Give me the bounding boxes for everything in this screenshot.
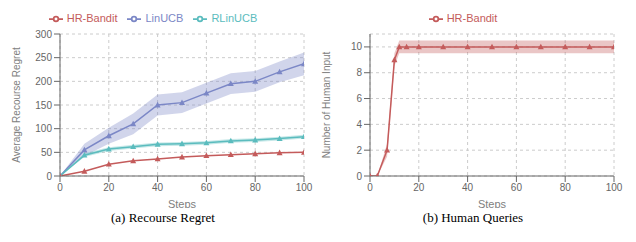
svg-text:300: 300 bbox=[35, 29, 52, 40]
html-text:HR-Bandit: HR-Bandit bbox=[66, 12, 118, 24]
svg-text:150: 150 bbox=[35, 100, 52, 111]
svg-text:20: 20 bbox=[413, 182, 425, 193]
svg-text:50: 50 bbox=[41, 147, 53, 158]
html-text:RLinUCB: RLinUCB bbox=[211, 12, 258, 24]
svg-text:100: 100 bbox=[35, 123, 52, 134]
svg-text:2: 2 bbox=[356, 145, 362, 156]
svg-text:40: 40 bbox=[462, 182, 474, 193]
svg-text:Number of Human Input: Number of Human Input bbox=[321, 51, 332, 158]
svg-text:Steps: Steps bbox=[168, 198, 197, 208]
svg-text:Average Recourse Regret: Average Recourse Regret bbox=[11, 47, 22, 163]
svg-text:Steps: Steps bbox=[478, 198, 507, 208]
html-text:(a) Recourse Regret: (a) Recourse Regret bbox=[111, 210, 215, 225]
svg-text:200: 200 bbox=[35, 76, 52, 87]
svg-text:100: 100 bbox=[296, 182, 313, 193]
html-text:(b) Human Queries: (b) Human Queries bbox=[422, 210, 524, 225]
svg-text:60: 60 bbox=[201, 182, 213, 193]
svg-text:80: 80 bbox=[250, 182, 262, 193]
svg-text:100: 100 bbox=[606, 182, 623, 193]
svg-text:250: 250 bbox=[35, 52, 52, 63]
svg-text:0: 0 bbox=[367, 182, 373, 193]
html-text:LinUCB: LinUCB bbox=[145, 12, 184, 24]
svg-text:6: 6 bbox=[356, 93, 362, 104]
svg-text:0: 0 bbox=[46, 171, 52, 182]
html-text:HR-Bandit: HR-Bandit bbox=[446, 12, 498, 24]
svg-text:4: 4 bbox=[356, 119, 362, 130]
svg-text:60: 60 bbox=[511, 182, 523, 193]
svg-text:40: 40 bbox=[152, 182, 164, 193]
svg-text:20: 20 bbox=[103, 182, 115, 193]
svg-text:0: 0 bbox=[356, 171, 362, 182]
svg-text:80: 80 bbox=[560, 182, 572, 193]
svg-text:0: 0 bbox=[57, 182, 63, 193]
svg-text:8: 8 bbox=[356, 67, 362, 78]
svg-text:10: 10 bbox=[351, 41, 363, 52]
